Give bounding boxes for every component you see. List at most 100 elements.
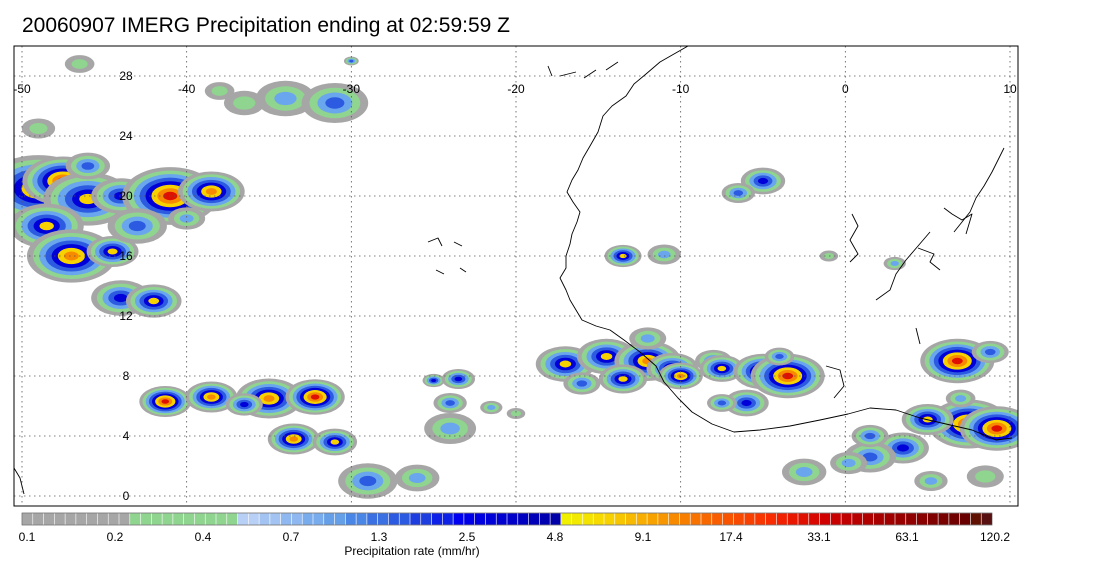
precip-cell <box>510 410 522 417</box>
colorbar-cell <box>258 512 271 526</box>
precip-cell <box>289 436 299 442</box>
colorbar-cell <box>118 512 131 526</box>
precip-cell <box>741 399 752 407</box>
precip-cell <box>733 190 744 196</box>
precip-cell <box>782 372 794 380</box>
colorbar-cell <box>646 512 659 526</box>
colorbar-cell <box>495 512 508 526</box>
longitude-label: 0 <box>842 82 849 96</box>
colorbar-cell <box>797 512 810 526</box>
colorbar-cell <box>539 512 551 526</box>
precip-cell <box>330 439 340 445</box>
colorbar-tick-label: 2.5 <box>459 530 476 544</box>
colorbar-cell <box>506 512 519 526</box>
colorbar-cell <box>485 512 497 526</box>
precip-cell <box>211 86 228 96</box>
precip-cell <box>657 250 671 259</box>
precip-cell <box>161 399 170 404</box>
colorbar-cell <box>528 512 540 526</box>
precip-cell <box>619 253 627 259</box>
colorbar-cell <box>894 512 907 526</box>
colorbar-cell <box>226 512 239 526</box>
colorbar-cell <box>312 512 325 526</box>
colorbar-cell <box>86 512 99 526</box>
colorbar-cell <box>916 512 928 526</box>
precip-cell <box>431 378 437 383</box>
colorbar-cell <box>905 512 918 526</box>
longitude-labels: -50 -40 -30 -20 -10 0 10 <box>13 82 1017 96</box>
colorbar-cell <box>754 512 767 526</box>
colorbar-cell <box>280 512 293 526</box>
colorbar-cells <box>21 512 993 526</box>
map-title: 20060907 IMERG Precipitation ending at 0… <box>22 14 510 37</box>
colorbar-cell <box>830 512 842 526</box>
precip-cell <box>274 91 297 106</box>
precip-cell <box>984 348 996 356</box>
precip-cell <box>113 293 128 303</box>
precip-cell <box>795 466 813 478</box>
precip-cell <box>955 395 967 402</box>
precip-cell <box>263 395 275 402</box>
colorbar: 0.1 0.2 0.4 0.7 1.3 2.5 4.8 9.1 17.4 33.1 63.1 120.… <box>19 512 1010 558</box>
colorbar-cell <box>980 512 993 526</box>
precip-cell <box>775 353 784 360</box>
colorbar-cell <box>614 512 627 526</box>
colorbar-cell <box>75 512 88 526</box>
colorbar-cell <box>355 512 368 526</box>
colorbar-cell <box>700 512 713 526</box>
latitude-label: 4 <box>123 429 130 443</box>
colorbar-cell <box>64 512 77 526</box>
precip-cell <box>408 472 426 484</box>
colorbar-tick-label: 0.4 <box>195 530 212 544</box>
colorbar-cell <box>517 512 530 526</box>
colorbar-cell <box>107 512 120 526</box>
colorbar-cell <box>765 512 778 526</box>
colorbar-cell <box>129 512 142 526</box>
colorbar-cell <box>398 512 411 526</box>
precip-cell <box>896 444 909 452</box>
colorbar-cell <box>636 512 648 526</box>
colorbar-cell <box>808 512 821 526</box>
longitude-label: -20 <box>507 82 525 96</box>
precip-cell <box>440 422 460 435</box>
colorbar-cell <box>237 512 249 526</box>
colorbar-cell <box>420 512 433 526</box>
precip-cell <box>487 404 496 411</box>
colorbar-cell <box>204 512 217 526</box>
colorbar-cell <box>97 512 109 526</box>
precip-cell <box>179 214 194 223</box>
precip-cell <box>445 400 455 406</box>
colorbar-cell <box>215 512 228 526</box>
colorbar-cell <box>873 512 885 526</box>
colorbar-cell <box>689 512 702 526</box>
precip-cell <box>717 365 727 372</box>
precip-cell <box>717 400 727 406</box>
precip-cell <box>924 477 938 485</box>
colorbar-cell <box>776 512 788 526</box>
precip-cell <box>81 162 95 170</box>
longitude-label: -50 <box>13 82 31 96</box>
colorbar-tick-label: 33.1 <box>807 530 831 544</box>
colorbar-cell <box>151 512 163 526</box>
colorbar-cell <box>786 512 799 526</box>
colorbar-cell <box>54 512 66 526</box>
precip-cell <box>991 425 1003 432</box>
precip-cell <box>39 221 54 231</box>
precip-cell <box>975 470 996 483</box>
colorbar-cell <box>840 512 853 526</box>
colorbar-cell <box>194 512 206 526</box>
colorbar-tick-label: 1.3 <box>371 530 388 544</box>
colorbar-cell <box>592 512 605 526</box>
colorbar-cell <box>959 512 972 526</box>
precip-cell <box>951 357 963 365</box>
precip-cell <box>576 380 588 387</box>
precip-cell <box>454 376 463 382</box>
precip-cell <box>890 260 899 267</box>
latitude-label: 28 <box>119 69 133 83</box>
precip-cell <box>359 475 377 487</box>
colorbar-cell <box>183 512 196 526</box>
colorbar-cell <box>679 512 691 526</box>
colorbar-tick-label: 0.7 <box>283 530 300 544</box>
precip-cell <box>240 401 249 408</box>
